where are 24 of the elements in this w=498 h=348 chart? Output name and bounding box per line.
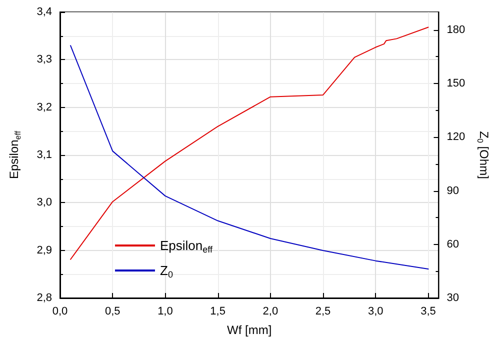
y2-tick-label: 30 (446, 292, 459, 304)
y2-axis-title: Z0 [Ohm] (476, 131, 491, 179)
y-tick-label: 2,8 (36, 292, 52, 304)
x-tick-label: 3,5 (420, 306, 436, 318)
x-tick-label: 2,5 (315, 306, 331, 318)
y2-tick-label: 90 (446, 184, 459, 197)
y-tick-label: 3,2 (36, 101, 52, 114)
y-tick-label: 3,3 (36, 54, 52, 66)
x-axis-title: Wf [mm] (227, 323, 272, 337)
x-tick-label: 0,0 (52, 306, 68, 318)
x-tick-label: 1,5 (210, 306, 226, 318)
y-tick-label: 3,1 (36, 149, 52, 161)
y-tick-label: 3,4 (36, 6, 52, 18)
y2-tick-label: 60 (446, 238, 459, 250)
x-tick-label: 0,5 (104, 306, 120, 318)
y-tick-label: 3,0 (36, 196, 52, 209)
x-tick-label: 2,0 (262, 306, 278, 318)
y2-tick-label: 180 (446, 24, 466, 36)
y2-tick-label: 120 (446, 131, 466, 144)
y-tick-label: 2,9 (36, 244, 52, 256)
y2-tick-label: 150 (446, 78, 466, 90)
x-tick-label: 1,0 (158, 306, 173, 318)
x-tick-label: 3,0 (368, 306, 384, 318)
y-axis-title: Epsiloneff (7, 130, 22, 180)
